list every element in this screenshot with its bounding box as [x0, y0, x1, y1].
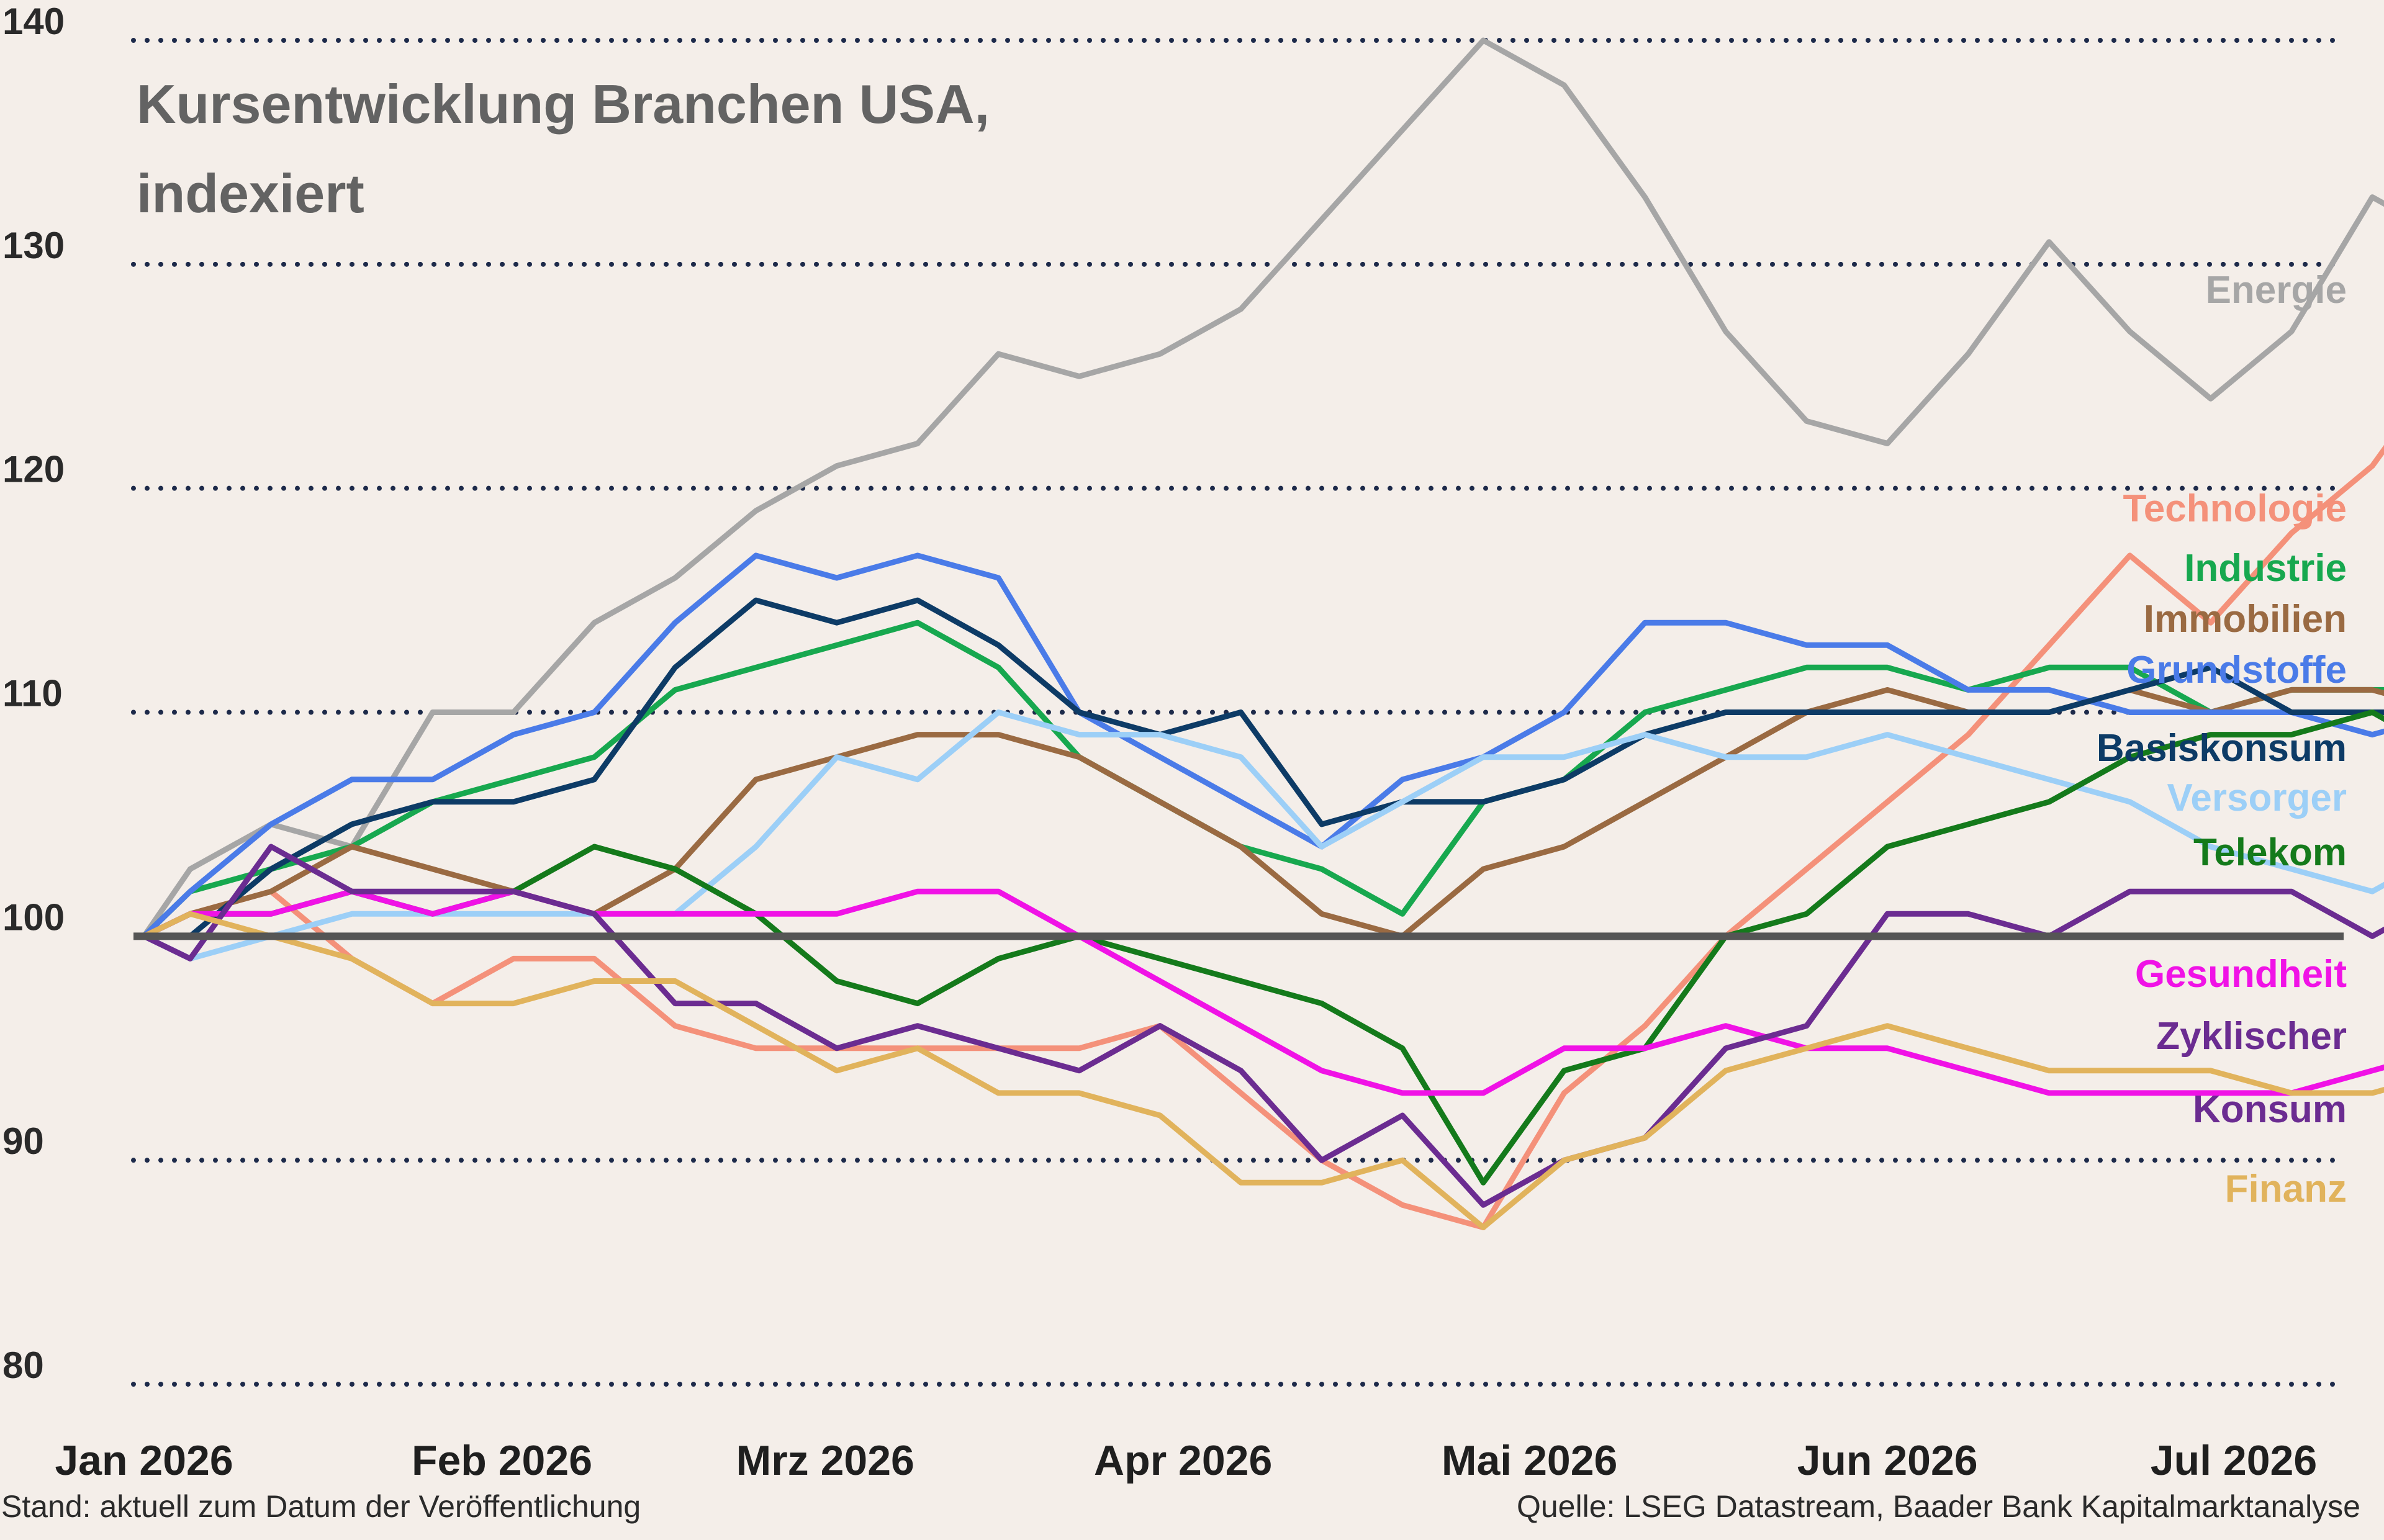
y-tick-label: 130	[2, 225, 65, 266]
series-line-zyklischer-konsum	[141, 844, 2384, 1208]
x-tick-label: Apr 2026	[1094, 1437, 1272, 1484]
series-label-zyklischer: Zyklischer	[2156, 1015, 2347, 1058]
x-axis: Jan 2026 Feb 2026 Mrz 2026 Apr 2026 Mai 2026…	[55, 1437, 2317, 1484]
chart-title: Kursentwicklung Branchen USA, indexiert	[137, 73, 990, 224]
y-tick-label: 90	[2, 1120, 44, 1162]
footnote-right: Quelle: LSEG Datastream, Baader Bank Kap…	[1517, 1489, 2360, 1524]
x-tick-label: Jun 2026	[1797, 1437, 1978, 1484]
y-tick-label: 80	[2, 1344, 44, 1386]
series-label-technologie: Technologie	[2123, 487, 2347, 530]
series-label-immobilien: Immobilien	[2144, 598, 2347, 641]
series-label-industrie: Industrie	[2184, 547, 2347, 590]
footnote-left: Stand: aktuell zum Datum der Veröffentli…	[1, 1489, 641, 1524]
x-tick-label: Mrz 2026	[736, 1437, 914, 1484]
series-label-telekom: Telekom	[2193, 831, 2347, 874]
x-tick-label: Mai 2026	[1442, 1437, 1618, 1484]
y-tick-label: 140	[2, 1, 65, 42]
title-line-1: Kursentwicklung Branchen USA,	[137, 73, 990, 135]
series-label-konsum: Konsum	[2193, 1088, 2347, 1131]
series-layer	[141, 37, 2384, 1230]
series-label-grundstoffe: Grundstoffe	[2126, 649, 2347, 691]
series-line-technologie	[141, 444, 2384, 1230]
series-line-telekom	[141, 709, 2384, 1186]
series-line-gesundheit	[141, 888, 2384, 1096]
series-line-versorger	[141, 709, 2384, 961]
x-tick-label: Jan 2026	[55, 1437, 233, 1484]
y-tick-label: 120	[2, 449, 65, 490]
title-line-2: indexiert	[137, 163, 364, 224]
y-axis: 80 90 100 110 120 130 140	[2, 1, 65, 1386]
series-line-basiskonsum	[141, 597, 2384, 939]
series-label-versorger: Versorger	[2167, 777, 2347, 819]
y-tick-label: 110	[2, 673, 63, 714]
series-end-labels: Energie Technologie Industrie Immobilien Gru…	[2097, 269, 2347, 1210]
series-label-finanz: Finanz	[2225, 1168, 2347, 1210]
series-label-gesundheit: Gesundheit	[2135, 953, 2347, 996]
x-tick-label: Feb 2026	[412, 1437, 592, 1484]
series-label-basiskonsum: Basiskonsum	[2097, 727, 2347, 770]
series-line-energie	[141, 37, 2384, 939]
x-tick-label: Jul 2026	[2151, 1437, 2317, 1484]
series-line-finanz	[141, 911, 2384, 1230]
series-label-energie: Energie	[2206, 269, 2347, 312]
y-tick-label: 100	[2, 896, 65, 938]
